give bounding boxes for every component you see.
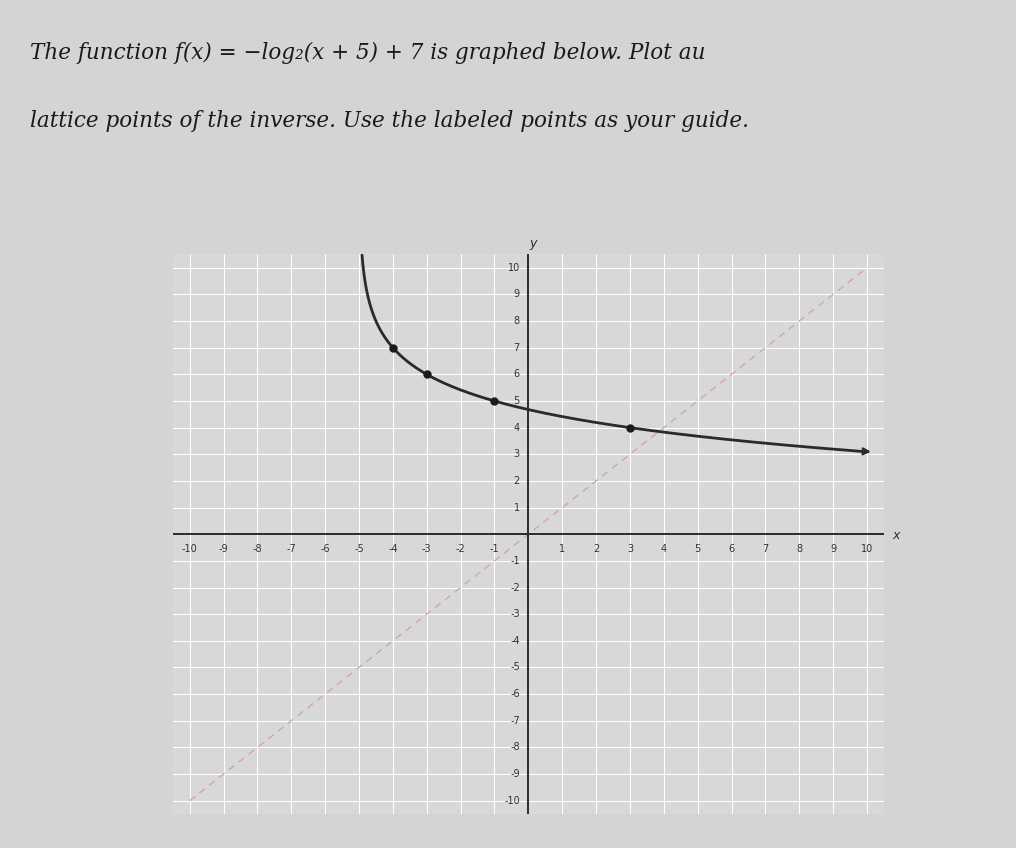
- Text: 4: 4: [660, 544, 666, 554]
- Text: 7: 7: [762, 544, 768, 554]
- Text: 1: 1: [559, 544, 565, 554]
- Text: -1: -1: [510, 556, 520, 566]
- Text: 10: 10: [861, 544, 873, 554]
- Text: 5: 5: [514, 396, 520, 406]
- Text: 8: 8: [797, 544, 803, 554]
- Text: 1: 1: [514, 503, 520, 512]
- Text: 4: 4: [514, 422, 520, 432]
- Text: -4: -4: [510, 636, 520, 646]
- Text: -10: -10: [504, 795, 520, 806]
- Text: -2: -2: [510, 583, 520, 593]
- Text: -5: -5: [355, 544, 364, 554]
- Text: -3: -3: [510, 609, 520, 619]
- Text: -6: -6: [510, 689, 520, 699]
- Text: 3: 3: [627, 544, 633, 554]
- Text: 9: 9: [514, 289, 520, 299]
- Text: -10: -10: [182, 544, 197, 554]
- Text: 10: 10: [508, 263, 520, 273]
- Text: -7: -7: [510, 716, 520, 726]
- Text: -9: -9: [218, 544, 229, 554]
- Text: -2: -2: [456, 544, 465, 554]
- Text: 8: 8: [514, 316, 520, 326]
- Text: -4: -4: [388, 544, 397, 554]
- Text: 9: 9: [830, 544, 836, 554]
- Text: 5: 5: [695, 544, 701, 554]
- Text: 2: 2: [514, 476, 520, 486]
- Text: -7: -7: [287, 544, 296, 554]
- Text: -6: -6: [320, 544, 330, 554]
- Text: -8: -8: [510, 743, 520, 752]
- Text: 7: 7: [514, 343, 520, 353]
- Text: -8: -8: [253, 544, 262, 554]
- Text: -5: -5: [510, 662, 520, 672]
- Text: y: y: [529, 237, 537, 250]
- Text: -1: -1: [490, 544, 499, 554]
- Text: lattice points of the inverse. Use the labeled points as your guide.: lattice points of the inverse. Use the l…: [30, 110, 750, 132]
- Text: 3: 3: [514, 449, 520, 460]
- Text: 6: 6: [514, 370, 520, 379]
- Text: -3: -3: [422, 544, 432, 554]
- Text: x: x: [892, 529, 900, 542]
- Text: 2: 2: [593, 544, 599, 554]
- Text: The function f(x) = −log₂(x + 5) + 7 is graphed below. Plot au: The function f(x) = −log₂(x + 5) + 7 is …: [30, 42, 706, 64]
- Text: 6: 6: [728, 544, 735, 554]
- Text: -9: -9: [510, 769, 520, 779]
